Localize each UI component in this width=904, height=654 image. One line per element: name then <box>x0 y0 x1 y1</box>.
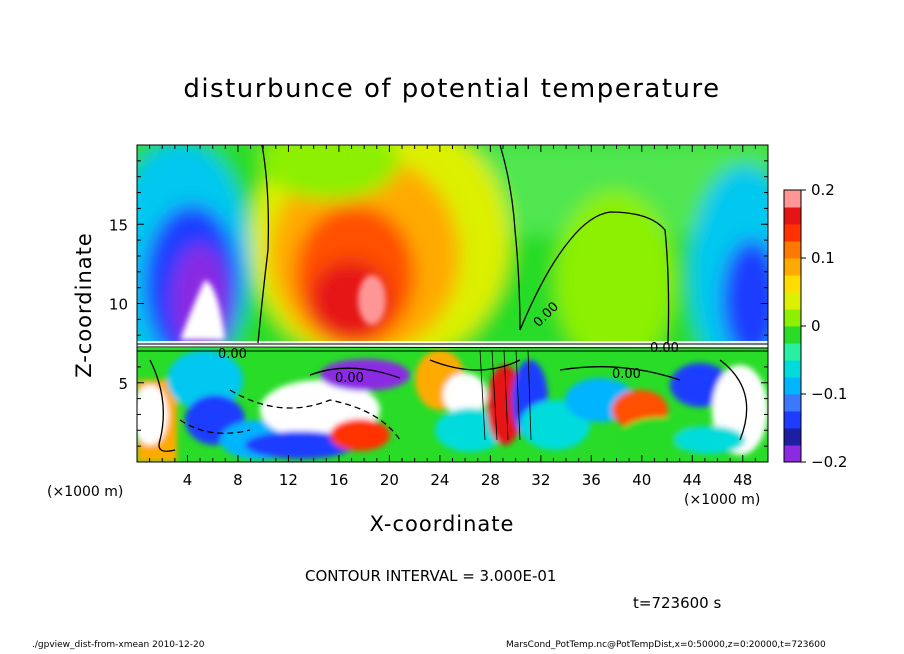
x-tick-label: 48 <box>733 471 752 489</box>
x-tick-label: 12 <box>279 471 298 489</box>
colorbar-swatch <box>784 309 801 327</box>
contour-label: 0.00 <box>650 341 679 356</box>
colorbar-swatch <box>784 445 801 463</box>
contour-label: 0.00 <box>218 347 247 362</box>
colorbar-tick-label: 0.1 <box>811 249 835 267</box>
x-tick-label: 44 <box>683 471 702 489</box>
x-unit-label-left: (×1000 m) <box>47 484 124 500</box>
colorbar-swatch <box>784 241 801 259</box>
colorbar-swatch <box>784 343 801 361</box>
x-axis: 4 8 12 16 20 24 28 32 36 40 44 48 <box>149 145 756 489</box>
contour-interval-text: CONTOUR INTERVAL = 3.000E-01 <box>305 567 557 585</box>
colorbar-swatch <box>784 428 801 446</box>
chart-title: disturbunce of potential temperature <box>183 74 721 104</box>
colorbar-swatch <box>784 360 801 378</box>
colorbar-swatch <box>784 411 801 429</box>
x-unit-label-right: (×1000 m) <box>684 492 761 508</box>
colorbar-swatch <box>784 377 801 395</box>
y-axis-label: Z-coordinate <box>72 232 96 378</box>
y-axis: 5 10 15 <box>109 160 768 447</box>
colorbar-swatch <box>784 258 801 276</box>
colorbar-swatch <box>784 292 801 310</box>
colorbar-tick-label: 0.2 <box>811 181 835 199</box>
x-tick-label: 8 <box>233 471 243 489</box>
x-tick-label: 32 <box>531 471 550 489</box>
colorbar-tick-label: −0.2 <box>811 453 847 471</box>
heatmap-field <box>137 145 768 462</box>
footer-data-source: MarsCond_PotTemp.nc@PotTempDist,x=0:5000… <box>506 640 826 650</box>
y-tick-label: 10 <box>109 296 128 314</box>
x-tick-label: 40 <box>632 471 651 489</box>
colorbar-tick-label: −0.1 <box>811 385 847 403</box>
x-tick-label: 4 <box>183 471 193 489</box>
colorbar-swatch <box>784 326 801 344</box>
x-tick-label: 28 <box>481 471 500 489</box>
colorbar-swatch <box>784 275 801 293</box>
colorbar-tick-label: 0 <box>811 317 821 335</box>
colorbar-swatch <box>784 224 801 242</box>
colorbar-swatch <box>784 190 801 208</box>
y-tick-label: 15 <box>109 216 128 234</box>
x-axis-label: X-coordinate <box>369 512 515 536</box>
contour-label: 0.00 <box>335 371 364 386</box>
x-tick-label: 20 <box>380 471 399 489</box>
x-tick-label: 36 <box>582 471 601 489</box>
footer-script-info: ./gpview_dist-from-xmean 2010-12-20 <box>32 640 205 650</box>
contour-lines <box>137 145 768 452</box>
contour-label: 0.00 <box>612 367 641 382</box>
colorbar: −0.2 −0.1 0 0.1 0.2 <box>783 181 847 471</box>
y-tick-label: 5 <box>118 375 128 393</box>
x-tick-label: 24 <box>430 471 449 489</box>
colorbar-swatch <box>784 207 801 225</box>
x-tick-label: 16 <box>329 471 348 489</box>
time-label: t=723600 s <box>633 594 722 612</box>
colorbar-swatch <box>784 394 801 412</box>
